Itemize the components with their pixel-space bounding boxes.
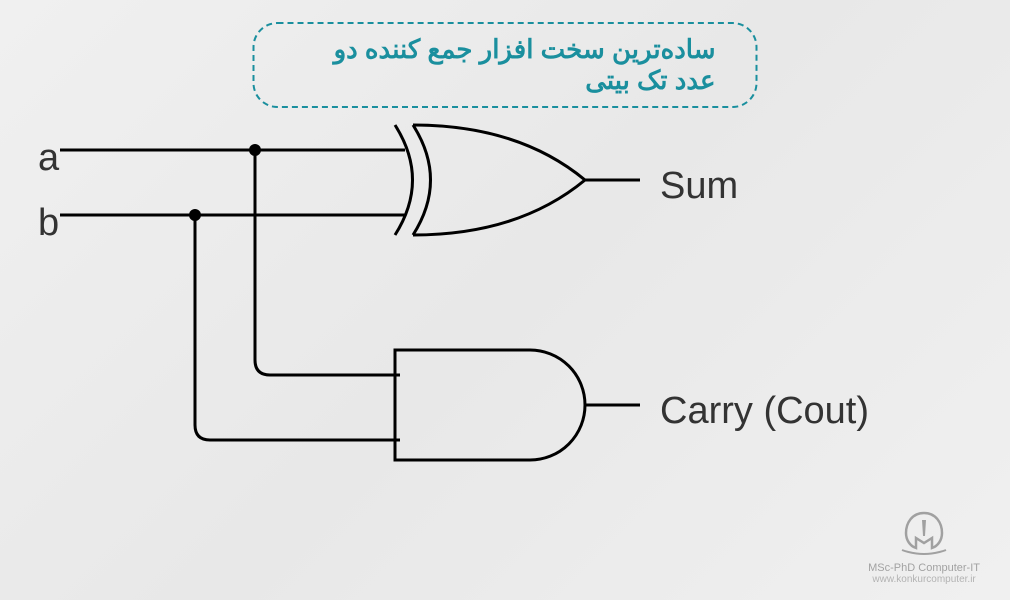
input-label-b: b [38, 202, 59, 245]
watermark-line1: MSc-PhD Computer-IT [868, 562, 980, 574]
input-label-a: a [38, 137, 59, 180]
output-label-carry: Carry (Cout) [660, 390, 869, 433]
output-label-sum: Sum [660, 165, 738, 208]
half-adder-circuit [0, 0, 1010, 600]
watermark: MSc-PhD Computer-IT www.konkurcomputer.i… [868, 508, 980, 585]
watermark-line2: www.konkurcomputer.ir [868, 574, 980, 585]
watermark-logo-icon [894, 508, 954, 558]
